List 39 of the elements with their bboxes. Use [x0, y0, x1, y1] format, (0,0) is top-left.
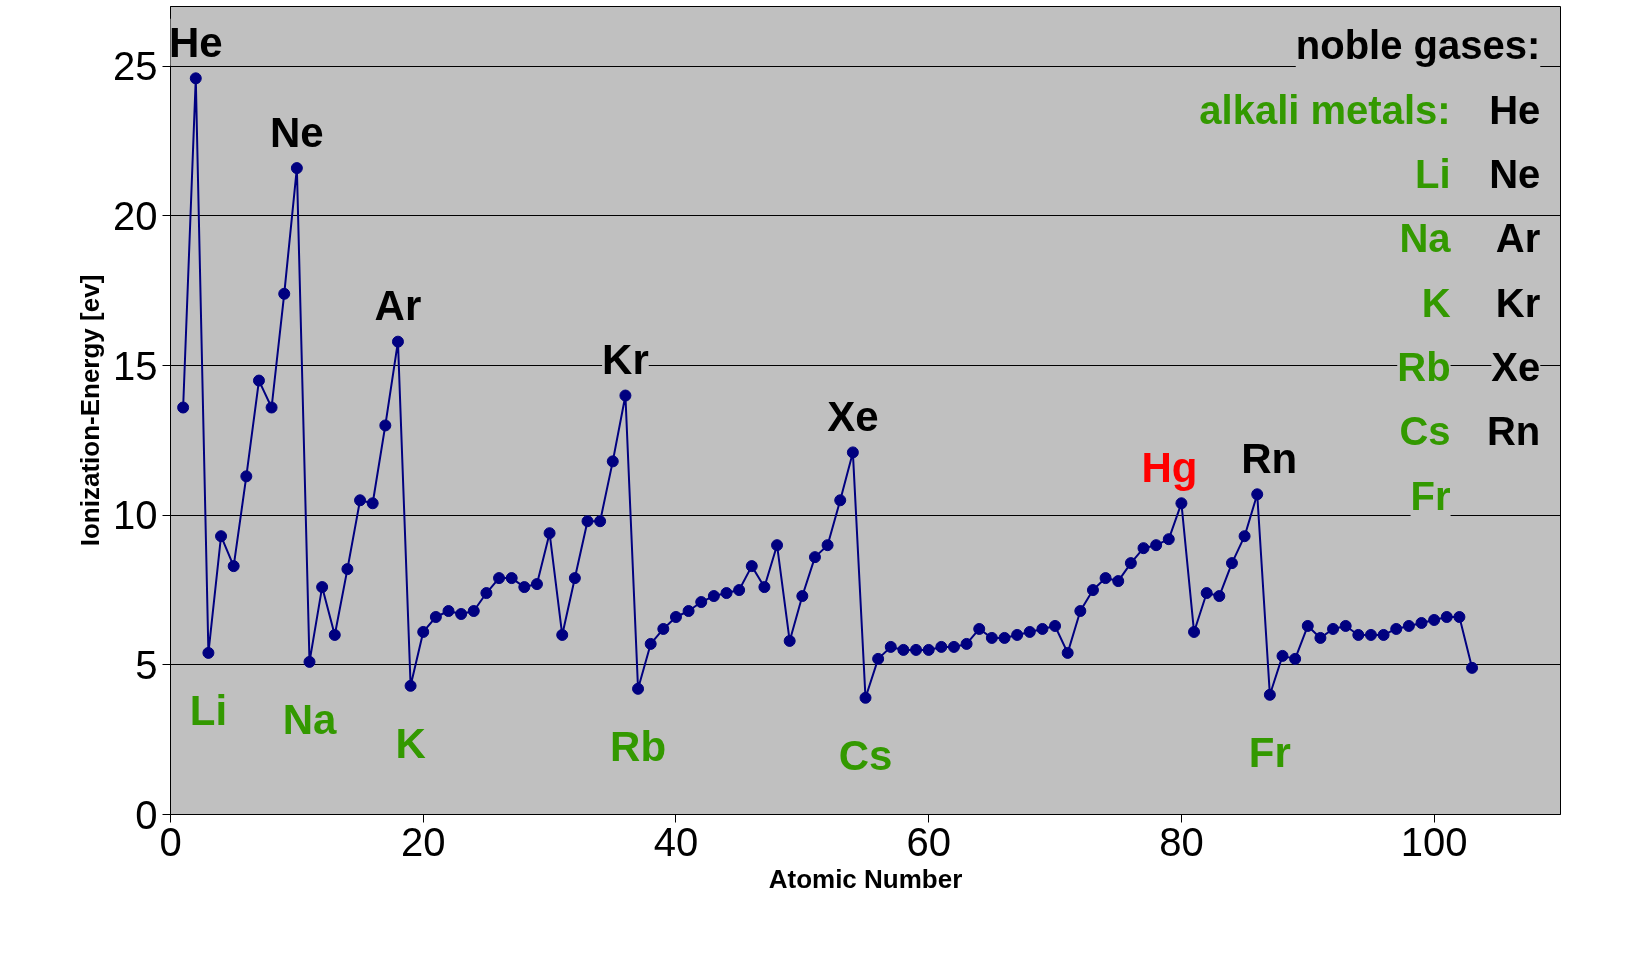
x-axis-title: Atomic Number: [768, 863, 963, 894]
annotation: Li: [189, 687, 228, 735]
y-tick-label: 5: [135, 642, 158, 687]
x-tick-label: 20: [400, 819, 446, 864]
annotation: Ar: [1495, 216, 1541, 261]
annotation: Xe: [1491, 345, 1541, 390]
annotation: Ne: [270, 108, 324, 156]
annotation: Cs: [1399, 409, 1451, 454]
annotation: K: [1421, 280, 1451, 325]
x-tick-label: 60: [906, 819, 951, 864]
annotation: Fr: [1410, 473, 1451, 518]
annotation: Rb: [1397, 345, 1451, 390]
annotation: alkali metals:: [1199, 87, 1451, 132]
annotation: Li: [1415, 152, 1451, 197]
annotation: Ne: [1489, 152, 1541, 197]
annotation: He: [168, 18, 223, 66]
y-tick-label: 10: [113, 493, 158, 538]
y-tick-label: 25: [113, 44, 158, 89]
y-tick-label: 20: [113, 193, 158, 238]
annotation: He: [1489, 87, 1541, 132]
annotation: Cs: [838, 732, 893, 780]
annotation: Na: [282, 696, 337, 744]
annotation: Rn: [1241, 434, 1298, 482]
annotation: Xe: [827, 392, 879, 440]
annotation: Rb: [610, 723, 667, 771]
annotation: Hg: [1141, 443, 1198, 491]
annotation: K: [395, 720, 426, 768]
annotation: Ar: [374, 282, 422, 330]
x-tick-label: 100: [1400, 819, 1468, 864]
y-tick-label: 15: [113, 343, 158, 388]
annotation: Fr: [1248, 729, 1291, 777]
annotation: Kr: [602, 336, 649, 384]
y-axis-title: Ionization-Energy [ev]: [75, 274, 106, 547]
annotation: noble gases:: [1295, 23, 1541, 68]
x-tick-label: 40: [653, 819, 699, 864]
annotation: Rn: [1486, 409, 1541, 454]
annotation: Na: [1399, 216, 1452, 261]
annotation: Kr: [1495, 280, 1541, 325]
x-tick-label: 80: [1159, 819, 1204, 864]
